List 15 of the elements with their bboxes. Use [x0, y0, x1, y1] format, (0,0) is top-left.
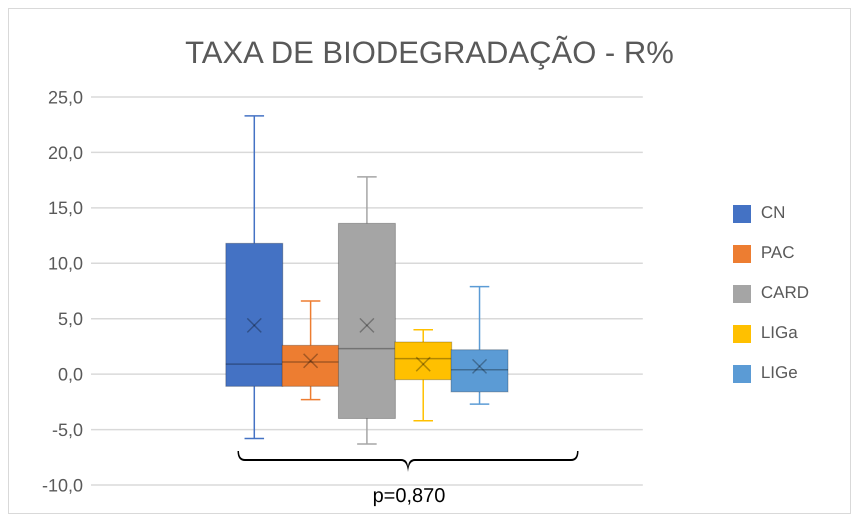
y-tick-label: 10,0	[48, 254, 83, 274]
y-tick-label: 20,0	[48, 142, 83, 163]
y-tick-label: 0,0	[58, 364, 83, 385]
legend-label: PAC	[760, 243, 795, 262]
y-tick-label: -10,0	[42, 475, 83, 496]
y-tick-label: 15,0	[48, 198, 83, 218]
annotation: p=0,870	[372, 485, 446, 507]
legend-label: LIGa	[760, 323, 798, 342]
y-tick-label: -5,0	[52, 420, 83, 440]
legend-label: CARD	[760, 283, 809, 302]
chart-title: TAXA DE BIODEGRADAÇÃO - R%	[184, 35, 675, 71]
legend-label: CN	[760, 203, 786, 222]
y-tick-label: 25,0	[48, 87, 83, 108]
legend-label: LIGe	[760, 363, 798, 382]
y-tick-label: 5,0	[58, 309, 83, 330]
